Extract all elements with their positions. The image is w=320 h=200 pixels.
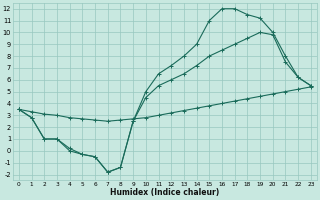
X-axis label: Humidex (Indice chaleur): Humidex (Indice chaleur) xyxy=(110,188,220,197)
